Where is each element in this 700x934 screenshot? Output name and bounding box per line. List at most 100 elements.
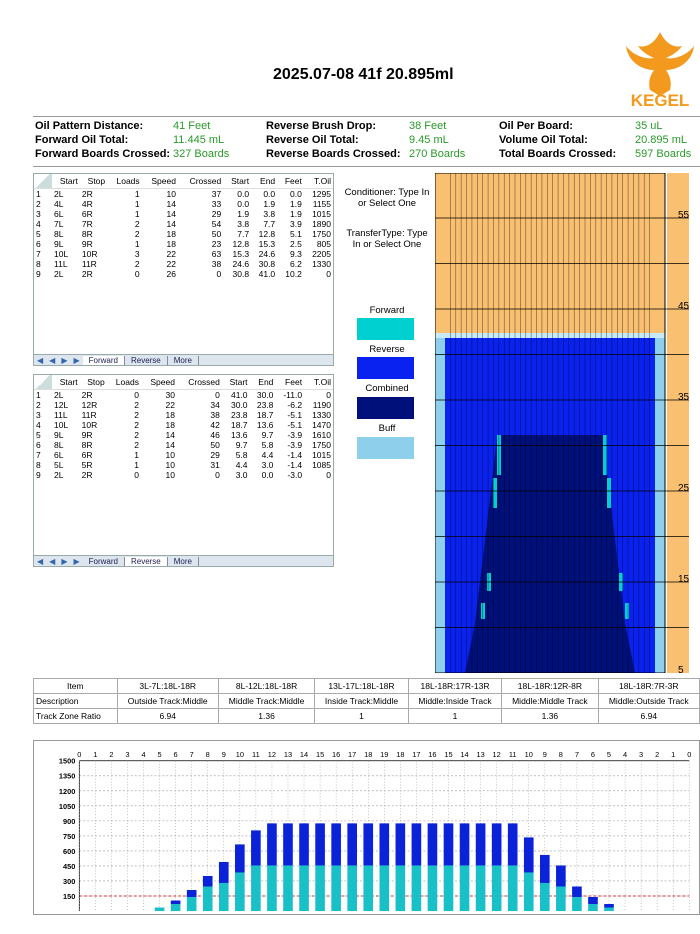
- grid-cell[interactable]: 22: [165, 399, 175, 410]
- grid-cell[interactable]: 6R: [81, 449, 93, 460]
- grid-cell[interactable]: 7.7: [237, 228, 250, 239]
- grid-cell[interactable]: 9R: [81, 238, 93, 249]
- grid-cell[interactable]: 24.6: [232, 258, 250, 269]
- grid-cell[interactable]: 18: [166, 238, 176, 249]
- grid-cell[interactable]: 1: [134, 238, 140, 249]
- grid-cell[interactable]: 10: [165, 469, 175, 480]
- grid-cell[interactable]: -1.4: [287, 449, 303, 460]
- grid-cell[interactable]: 33: [211, 198, 222, 209]
- grid-cell[interactable]: 34: [210, 399, 220, 410]
- grid-row[interactable]: 1 2L 2R 0 30 0 41.0 30.0 -11.0 0: [34, 389, 333, 400]
- grid-cell[interactable]: 30.0: [256, 389, 274, 400]
- grid-cell[interactable]: 9L: [54, 429, 64, 440]
- grid-cell[interactable]: 29: [210, 449, 220, 460]
- grid-cell[interactable]: -5.1: [287, 419, 303, 430]
- grid-cell[interactable]: 0: [134, 469, 139, 480]
- grid-cell[interactable]: 1: [134, 198, 140, 209]
- grid-cell[interactable]: 23.8: [256, 399, 274, 410]
- grid-cell[interactable]: 1750: [312, 439, 331, 450]
- grid-row[interactable]: 7 6L 6R 1 10 29 5.8 4.4 -1.4 1015: [34, 450, 333, 460]
- transfer-type-select[interactable]: TransferType: Type In or Select One: [346, 228, 428, 250]
- grid-cell[interactable]: 3.0: [261, 459, 274, 470]
- grid-row[interactable]: 6 9L 9R 1 18 23 12.8 15.3 2.5 805: [34, 239, 333, 249]
- grid-row[interactable]: 4 7L 7R 2 14 54 3.8 7.7 3.9 1890: [34, 219, 333, 229]
- grid-row[interactable]: 5 9L 9R 2 14 46 13.6 9.7 -3.9 1610: [34, 430, 333, 440]
- grid-cell[interactable]: 1.9: [263, 198, 276, 209]
- grid-cell[interactable]: 42: [210, 419, 220, 430]
- grid-cell[interactable]: 10: [165, 449, 175, 460]
- grid-cell[interactable]: 0.0: [290, 188, 302, 199]
- grid-cell[interactable]: 14: [165, 439, 175, 450]
- grid-cell[interactable]: 2L: [54, 469, 64, 480]
- grid-cell[interactable]: 38: [210, 409, 220, 420]
- grid-cell[interactable]: -3.9: [287, 429, 303, 440]
- grid-cell[interactable]: 2: [134, 399, 139, 410]
- grid-cell[interactable]: 7L: [54, 218, 64, 229]
- grid-cell[interactable]: 46: [210, 429, 220, 440]
- grid-cell[interactable]: 6R: [81, 208, 93, 219]
- grid-cell[interactable]: 63: [211, 248, 222, 259]
- grid-cell[interactable]: 2L: [54, 188, 64, 199]
- grid-cell[interactable]: 1470: [312, 419, 331, 430]
- grid-cell[interactable]: 0: [215, 389, 220, 400]
- grid-row[interactable]: 4 10L 10R 2 18 42 18.7 13.6 -5.1 1470: [34, 420, 333, 430]
- next-sheet-icon[interactable]: ▶: [61, 355, 68, 365]
- grid-cell[interactable]: 13.6: [256, 419, 274, 430]
- grid-cell[interactable]: 3.9: [290, 218, 302, 229]
- grid-row[interactable]: 1 2L 2R 1 10 37 0.0 0.0 0.0 1295: [34, 188, 333, 199]
- grid-cell[interactable]: 0.0: [263, 188, 276, 199]
- grid-cell[interactable]: 2: [134, 228, 140, 239]
- grid-cell[interactable]: 9.3: [290, 248, 302, 259]
- grid-cell[interactable]: 22: [166, 248, 176, 259]
- grid-cell[interactable]: 30: [165, 389, 175, 400]
- last-sheet-icon[interactable]: ▶: [73, 355, 80, 365]
- grid-cell[interactable]: -3.0: [287, 469, 303, 480]
- grid-cell[interactable]: 1.9: [290, 198, 302, 209]
- grid-cell[interactable]: 11R: [81, 409, 97, 420]
- grid-row[interactable]: 5 8L 8R 2 18 50 7.7 12.8 5.1 1750: [34, 229, 333, 239]
- grid-cell[interactable]: 1: [134, 459, 139, 470]
- sheet-tab-forward[interactable]: Forward: [83, 556, 125, 566]
- grid-cell[interactable]: -11.0: [283, 389, 303, 400]
- grid-cell[interactable]: 1750: [312, 228, 331, 239]
- grid-cell[interactable]: 0: [215, 469, 220, 480]
- grid-row[interactable]: 3 6L 6R 1 14 29 1.9 3.8 1.9 1015: [34, 209, 333, 219]
- first-sheet-icon[interactable]: ◀: [37, 355, 44, 365]
- grid-cell[interactable]: 11R: [81, 258, 97, 269]
- grid-cell[interactable]: 2: [134, 409, 139, 420]
- grid-cell[interactable]: 8L: [54, 439, 64, 450]
- sheet-tab-more[interactable]: More: [168, 556, 199, 566]
- grid-cell[interactable]: 1: [134, 188, 140, 199]
- grid-cell[interactable]: 4L: [54, 198, 64, 209]
- grid-cell[interactable]: 0.0: [237, 188, 250, 199]
- grid-cell[interactable]: 3.8: [237, 218, 250, 229]
- grid-cell[interactable]: 4.4: [235, 459, 248, 470]
- grid-cell[interactable]: 1890: [312, 218, 331, 229]
- grid-cell[interactable]: 10R: [81, 419, 98, 430]
- grid-cell[interactable]: 18.7: [256, 409, 274, 420]
- grid-cell[interactable]: 0: [326, 469, 331, 480]
- grid-row[interactable]: 2 4L 4R 1 14 33 0.0 1.9 1.9 1155: [34, 199, 333, 209]
- grid-cell[interactable]: 3.8: [263, 208, 276, 219]
- grid-cell[interactable]: 3: [134, 248, 140, 259]
- grid-cell[interactable]: 54: [211, 218, 222, 229]
- grid-cell[interactable]: 3.0: [235, 469, 248, 480]
- grid-cell[interactable]: 11L: [54, 258, 68, 269]
- grid-cell[interactable]: 2R: [81, 188, 93, 199]
- grid-cell[interactable]: 0: [134, 389, 139, 400]
- grid-cell[interactable]: 30.0: [230, 399, 248, 410]
- grid-cell[interactable]: 1190: [312, 399, 331, 410]
- grid-cell[interactable]: 1330: [312, 409, 331, 420]
- grid-cell[interactable]: 6.2: [290, 258, 302, 269]
- grid-cell[interactable]: 2.5: [290, 238, 302, 249]
- conditioner-select[interactable]: Conditioner: Type In or Select One: [344, 187, 430, 209]
- grid-cell[interactable]: 10L: [54, 248, 69, 259]
- grid-row[interactable]: 8 11L 11R 2 22 38 24.6 30.8 6.2 1330: [34, 259, 333, 269]
- grid-row[interactable]: 2 12L 12R 2 22 34 30.0 23.8 -6.2 1190: [34, 400, 333, 410]
- grid-cell[interactable]: 0: [326, 268, 331, 279]
- grid-cell[interactable]: 1295: [312, 188, 331, 199]
- grid-cell[interactable]: 1015: [312, 449, 331, 460]
- grid-cell[interactable]: 12R: [81, 399, 98, 410]
- grid-cell[interactable]: 1015: [312, 208, 331, 219]
- grid-cell[interactable]: 2L: [54, 389, 64, 400]
